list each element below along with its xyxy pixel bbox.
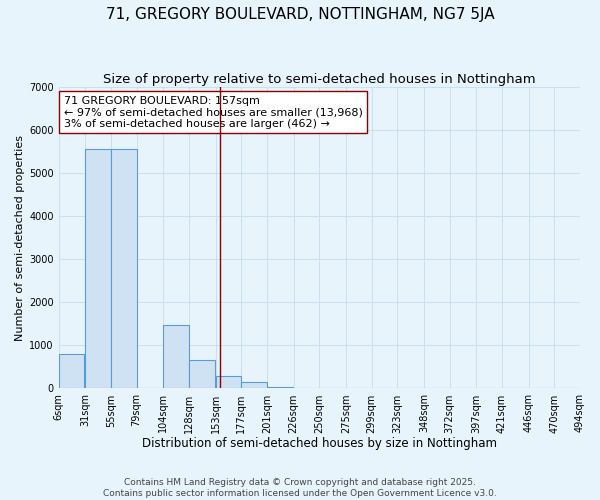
Bar [241,382,267,388]
Bar [267,387,293,388]
Text: 71 GREGORY BOULEVARD: 157sqm
← 97% of semi-detached houses are smaller (13,968)
: 71 GREGORY BOULEVARD: 157sqm ← 97% of se… [64,96,363,129]
Bar [85,149,111,388]
Bar [189,360,215,388]
Text: Contains HM Land Registry data © Crown copyright and database right 2025.
Contai: Contains HM Land Registry data © Crown c… [103,478,497,498]
Text: 71, GREGORY BOULEVARD, NOTTINGHAM, NG7 5JA: 71, GREGORY BOULEVARD, NOTTINGHAM, NG7 5… [106,8,494,22]
Y-axis label: Number of semi-detached properties: Number of semi-detached properties [15,134,25,340]
X-axis label: Distribution of semi-detached houses by size in Nottingham: Distribution of semi-detached houses by … [142,437,497,450]
Bar [111,149,137,388]
Bar [163,324,189,388]
Title: Size of property relative to semi-detached houses in Nottingham: Size of property relative to semi-detach… [103,72,536,86]
Bar [59,354,84,388]
Bar [215,376,241,388]
